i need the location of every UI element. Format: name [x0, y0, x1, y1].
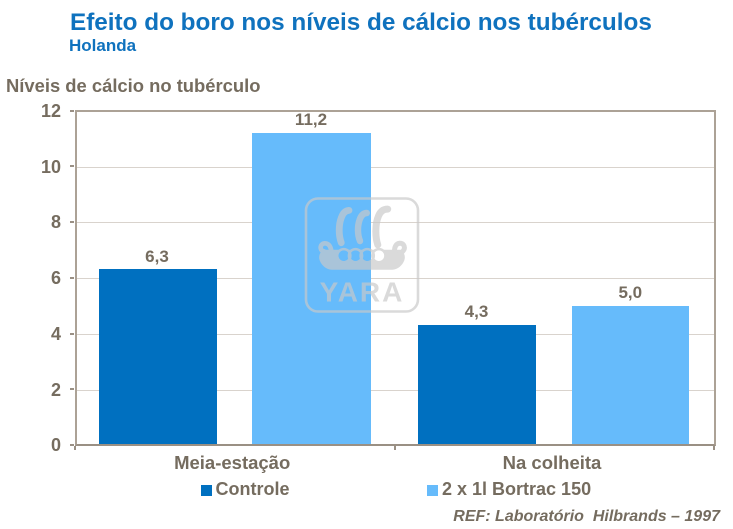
svg-text:YARA: YARA	[320, 277, 405, 308]
